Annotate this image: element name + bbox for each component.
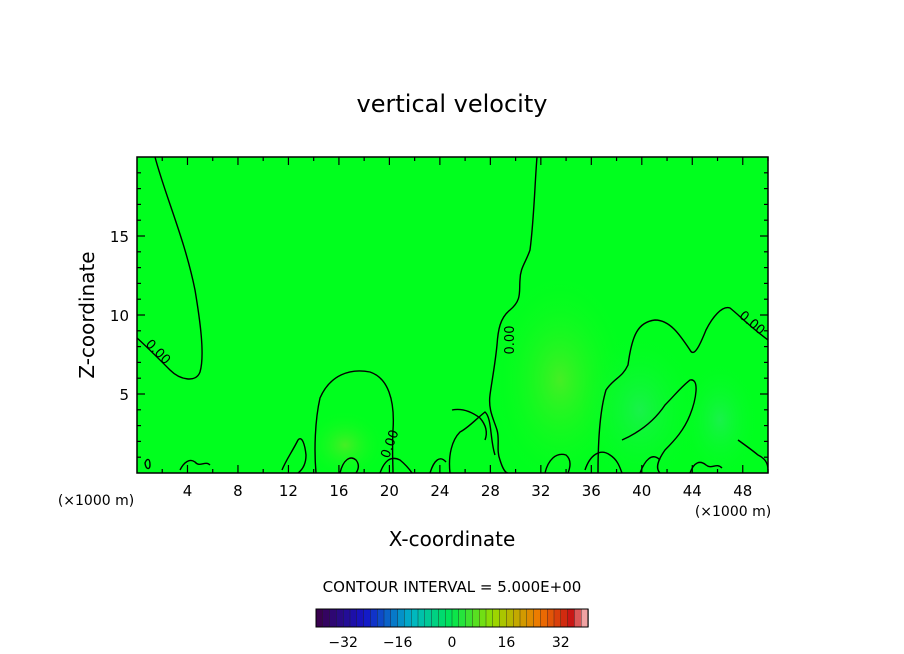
colorbar-cell	[390, 608, 399, 628]
contour-left	[137, 157, 203, 380]
colorbar-cell	[574, 608, 582, 628]
colorbar-tick-label: 16	[497, 635, 515, 651]
z-unit-label: (×1000 m)	[695, 504, 771, 520]
colorbar-cell	[547, 608, 555, 628]
colorbar-frame	[315, 608, 589, 628]
colorbar-cell	[479, 608, 487, 628]
colorbar-cell	[526, 608, 535, 628]
y-tick-label: 10	[110, 307, 129, 325]
contour-small-4	[379, 457, 413, 473]
x-tick-label: 32	[531, 482, 550, 500]
x-unit-label: (×1000 m)	[58, 493, 134, 509]
y-axis-ticks: 5 10 15	[110, 172, 768, 458]
x-tick-label: 4	[183, 482, 193, 500]
colorbar-cell	[349, 608, 358, 628]
colorbar-tick-label: 32	[552, 635, 570, 651]
colorbar-cell	[519, 608, 528, 628]
contour-small-1	[144, 458, 151, 470]
y-tick-label: 15	[110, 228, 129, 246]
contour-right-inner	[621, 379, 697, 473]
chart-title: vertical velocity	[357, 90, 548, 118]
colorbar-cell	[329, 608, 338, 628]
colorbar-cell	[343, 608, 351, 628]
colorbar-cell	[315, 608, 324, 628]
contour-interval-label: CONTOUR INTERVAL = 5.000E+00	[323, 578, 582, 596]
colorbar-cell	[567, 608, 576, 628]
contour-small-2	[179, 459, 211, 471]
colorbar-cell	[506, 608, 514, 628]
contour-dome	[314, 370, 395, 473]
colorbar-cell	[356, 608, 365, 628]
colorbar-tick-label: 0	[448, 635, 457, 651]
colorbar-cell	[383, 608, 392, 628]
colorbar-cell	[411, 608, 419, 628]
contour-small-8	[689, 461, 723, 473]
colorbar-cell	[431, 608, 440, 628]
contour-bump-a	[448, 411, 496, 473]
heatmap-shading	[305, 270, 760, 473]
colorbar-cell	[404, 608, 412, 628]
x-tick-label: 40	[632, 482, 651, 500]
x-tick-label: 8	[233, 482, 243, 500]
contour-bump-d	[544, 453, 571, 473]
colorbar-cell	[560, 608, 569, 628]
contour-lines	[137, 157, 768, 473]
contour-small-5	[429, 458, 447, 473]
x-tick-label: 12	[279, 482, 298, 500]
contour-center	[488, 157, 538, 473]
colorbar-cell	[322, 608, 331, 628]
colorbar-tick-label: −16	[383, 635, 413, 651]
colorbar-cell	[336, 608, 344, 628]
colorbar-cell	[445, 608, 453, 628]
x-tick-label: 48	[733, 482, 752, 500]
colorbar-tick-labels: −32 −16 0 16 32	[328, 635, 569, 651]
colorbar-cell	[533, 608, 542, 628]
contour-label: 0.00	[503, 326, 518, 355]
contour-bump-e	[737, 439, 768, 471]
colorbar-cell	[370, 608, 378, 628]
colorbar-cell	[417, 608, 426, 628]
colorbar-cell	[458, 608, 467, 628]
colorbar-cell	[465, 608, 474, 628]
colorbar-tick-label: −32	[328, 635, 358, 651]
contour-bump-b	[451, 408, 488, 441]
x-tick-label: 44	[683, 482, 702, 500]
colorbar-cell	[540, 608, 548, 628]
colorbar-cell	[553, 608, 562, 628]
y-axis-label: Z-coordinate	[75, 251, 99, 378]
colorbar-cell	[438, 608, 446, 628]
x-tick-label: 20	[380, 482, 399, 500]
x-tick-label: 24	[430, 482, 449, 500]
contour-bump-c	[281, 438, 307, 473]
colorbar-cell	[581, 608, 589, 628]
colorbar-cell	[492, 608, 501, 628]
y-tick-label: 5	[119, 386, 129, 404]
colorbar-cell	[424, 608, 433, 628]
x-axis-label: X-coordinate	[389, 527, 516, 551]
colorbar-cell	[377, 608, 385, 628]
x-axis-ticks: 4 8 12 16 20 24 28 32 36 40 44 48	[161, 157, 769, 500]
contour-small-6	[584, 451, 623, 473]
colorbar-cell	[451, 608, 460, 628]
colorbar	[315, 608, 589, 628]
x-tick-label: 16	[329, 482, 348, 500]
colorbar-cell	[485, 608, 494, 628]
contour-small-3	[339, 457, 359, 473]
colorbar-cell	[363, 608, 372, 628]
colorbar-cell	[397, 608, 406, 628]
x-tick-label: 36	[582, 482, 601, 500]
colorbar-cell	[499, 608, 508, 628]
x-tick-label: 28	[481, 482, 500, 500]
colorbar-cell	[472, 608, 480, 628]
colorbar-cell	[513, 608, 521, 628]
contour-right-lobe	[597, 306, 768, 473]
